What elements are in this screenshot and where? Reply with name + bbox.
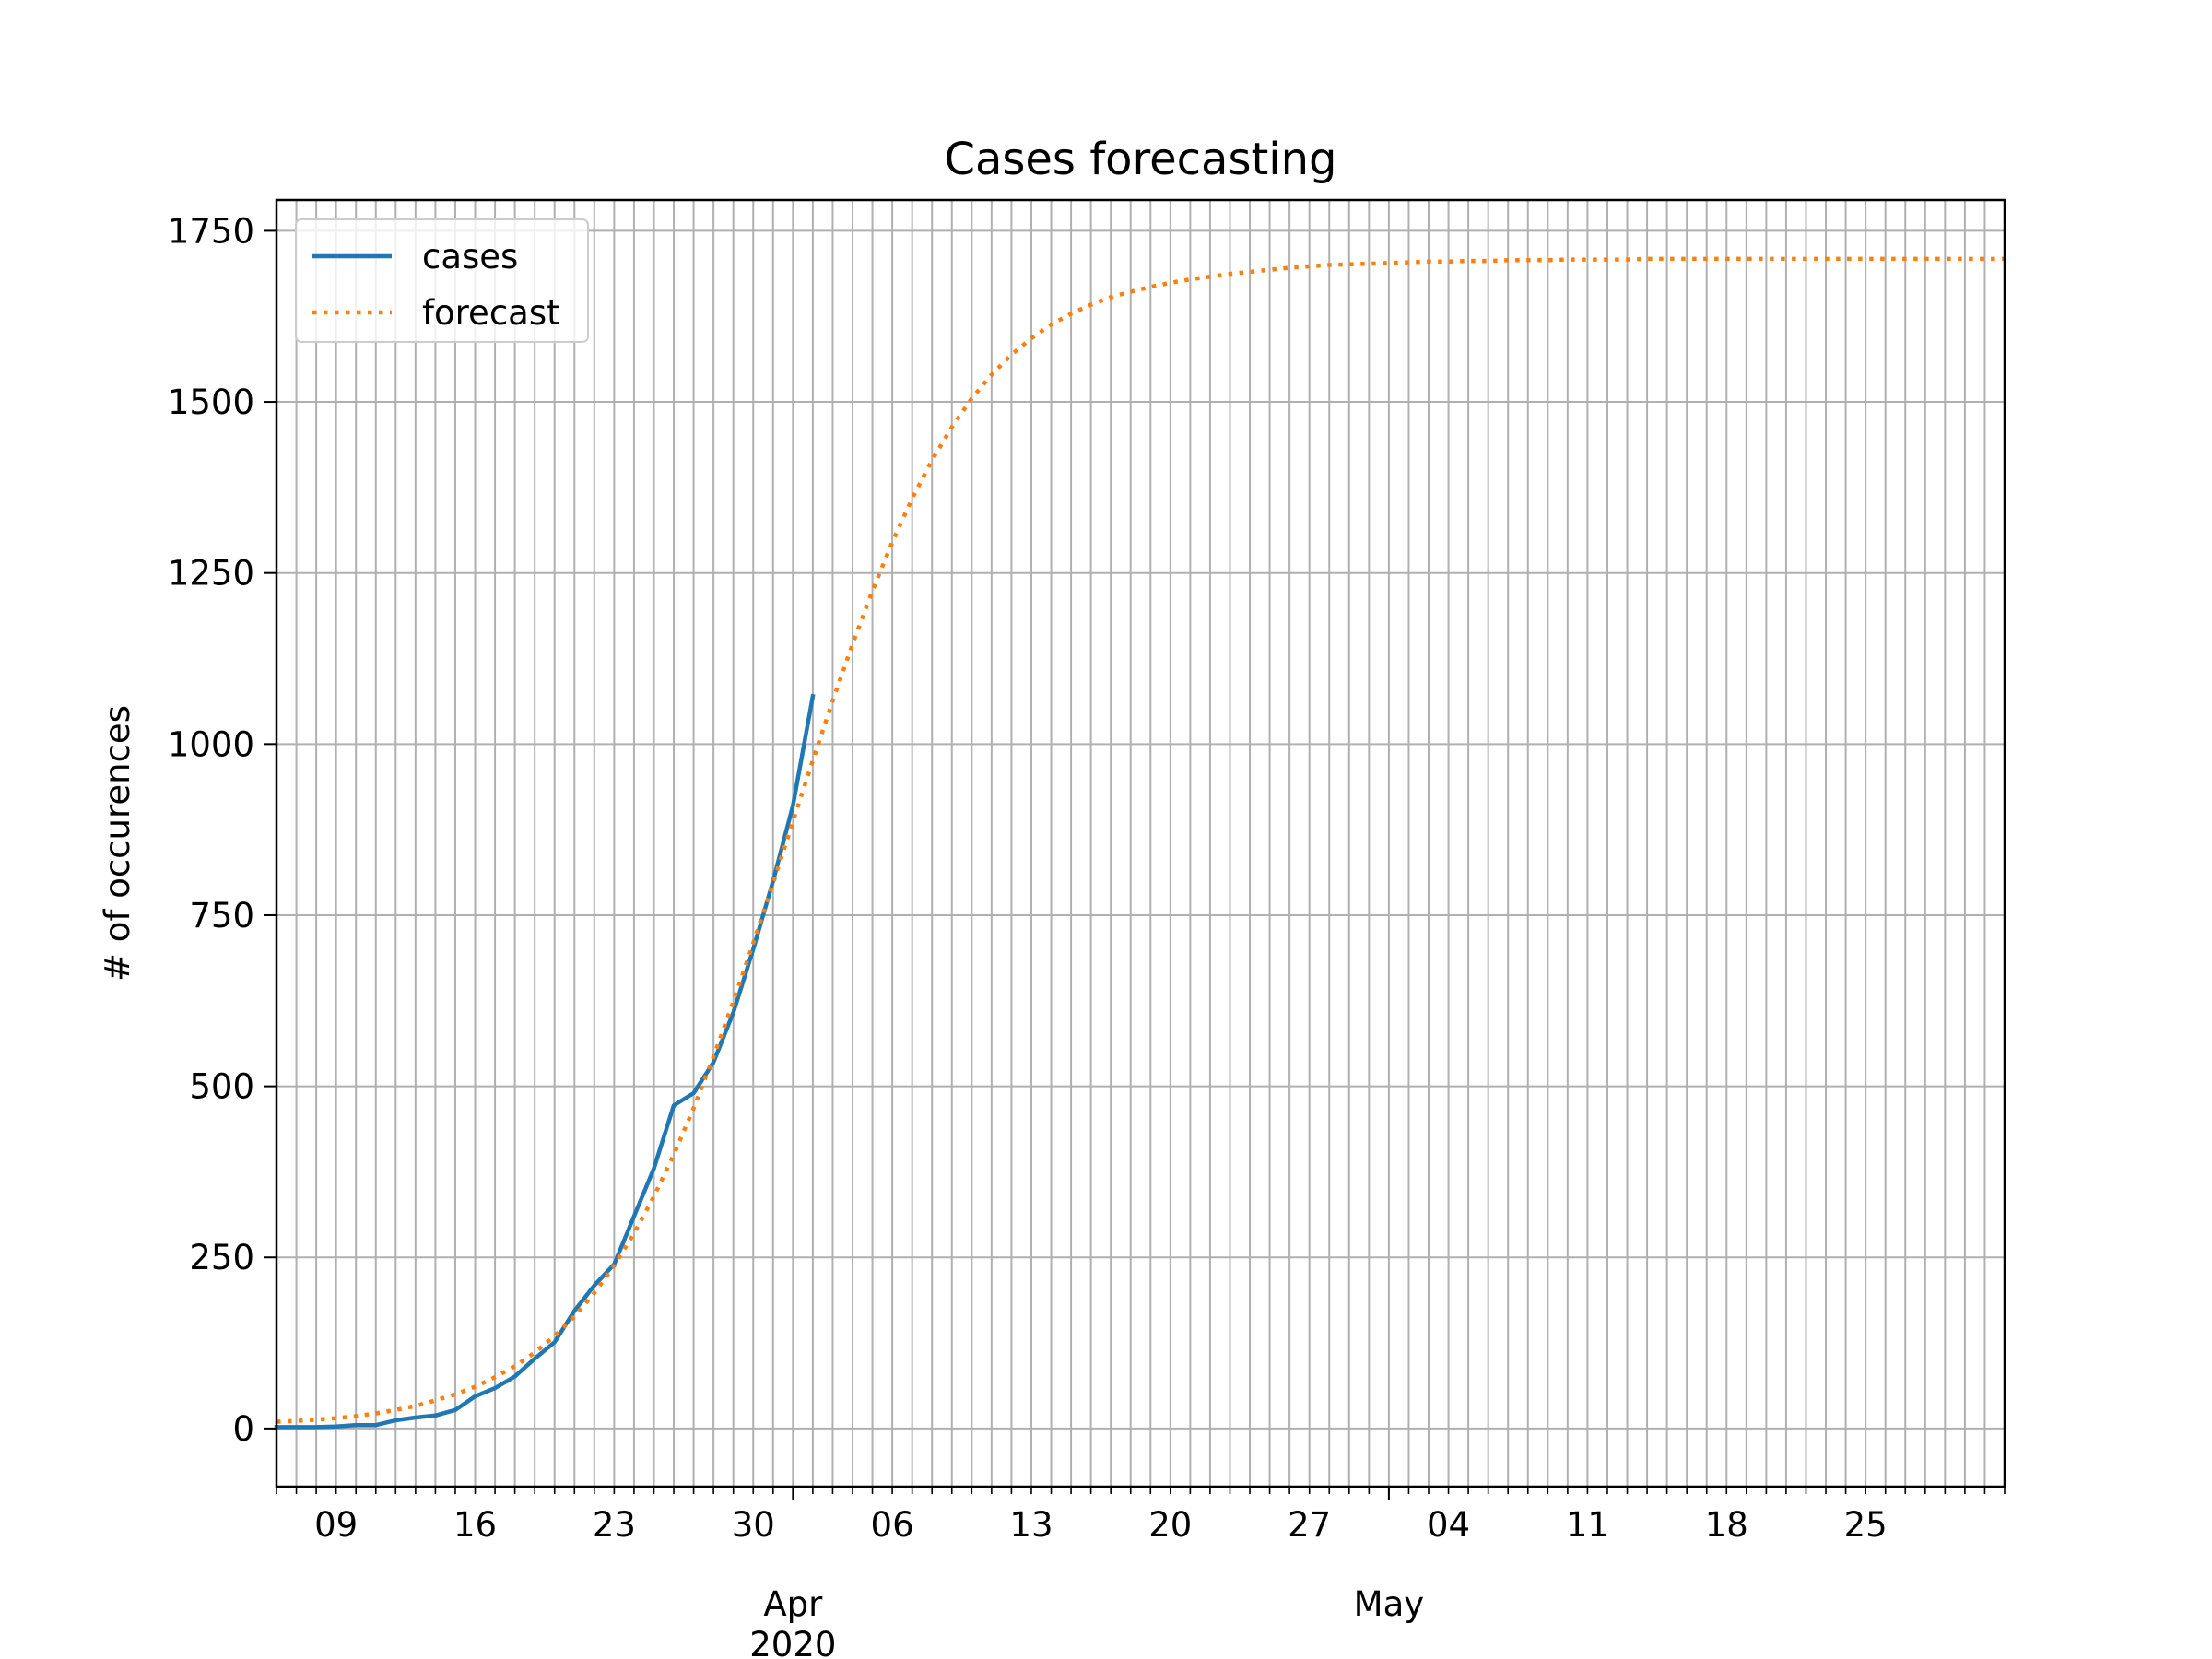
x-tick-label: 06: [871, 1505, 914, 1545]
legend: cases forecast: [295, 218, 589, 343]
grid-lines: [276, 200, 2006, 1487]
legend-label-cases: cases: [422, 237, 518, 276]
x-tick-label: 16: [453, 1505, 497, 1545]
x-tick-label: 20: [1148, 1505, 1192, 1545]
y-tick-label: 250: [189, 1238, 254, 1277]
x-tick-label: 23: [593, 1505, 636, 1545]
x-tick-label: 25: [1844, 1505, 1888, 1545]
x-month-label: May: [1354, 1584, 1425, 1624]
x-year-label: 2020: [749, 1625, 836, 1659]
y-axis-label: # of occurences: [98, 705, 137, 982]
x-tick-label: 27: [1288, 1505, 1331, 1545]
chart-title: Cases forecasting: [944, 134, 1336, 185]
legend-label-forecast: forecast: [422, 293, 560, 333]
x-tick-label: 09: [314, 1505, 358, 1545]
series-line-cases: [274, 693, 816, 1430]
x-tick-label: 04: [1427, 1505, 1470, 1545]
x-tick-label: 11: [1566, 1505, 1609, 1545]
y-tick-label: 1250: [168, 554, 254, 594]
x-month-label: Apr: [763, 1584, 823, 1624]
y-tick-label: 1000: [168, 724, 254, 764]
y-tick-label: 1500: [168, 382, 254, 422]
x-tick-label: 18: [1705, 1505, 1748, 1545]
y-tick-label: 0: [232, 1409, 254, 1449]
y-tick-label: 750: [189, 896, 254, 935]
y-tick-label: 1750: [168, 211, 254, 251]
axis-ticks: 0 250 500 750 1000 1250 1500 1750 09 16 23 30 06 13 20…: [168, 211, 2006, 1659]
series-line-forecast: [276, 256, 2005, 1424]
y-tick-label: 500: [189, 1067, 254, 1107]
x-tick-label: 13: [1009, 1505, 1053, 1545]
series-lines: [274, 256, 2005, 1430]
x-tick-label: 30: [732, 1505, 775, 1545]
plot-frame: [275, 198, 2006, 1488]
